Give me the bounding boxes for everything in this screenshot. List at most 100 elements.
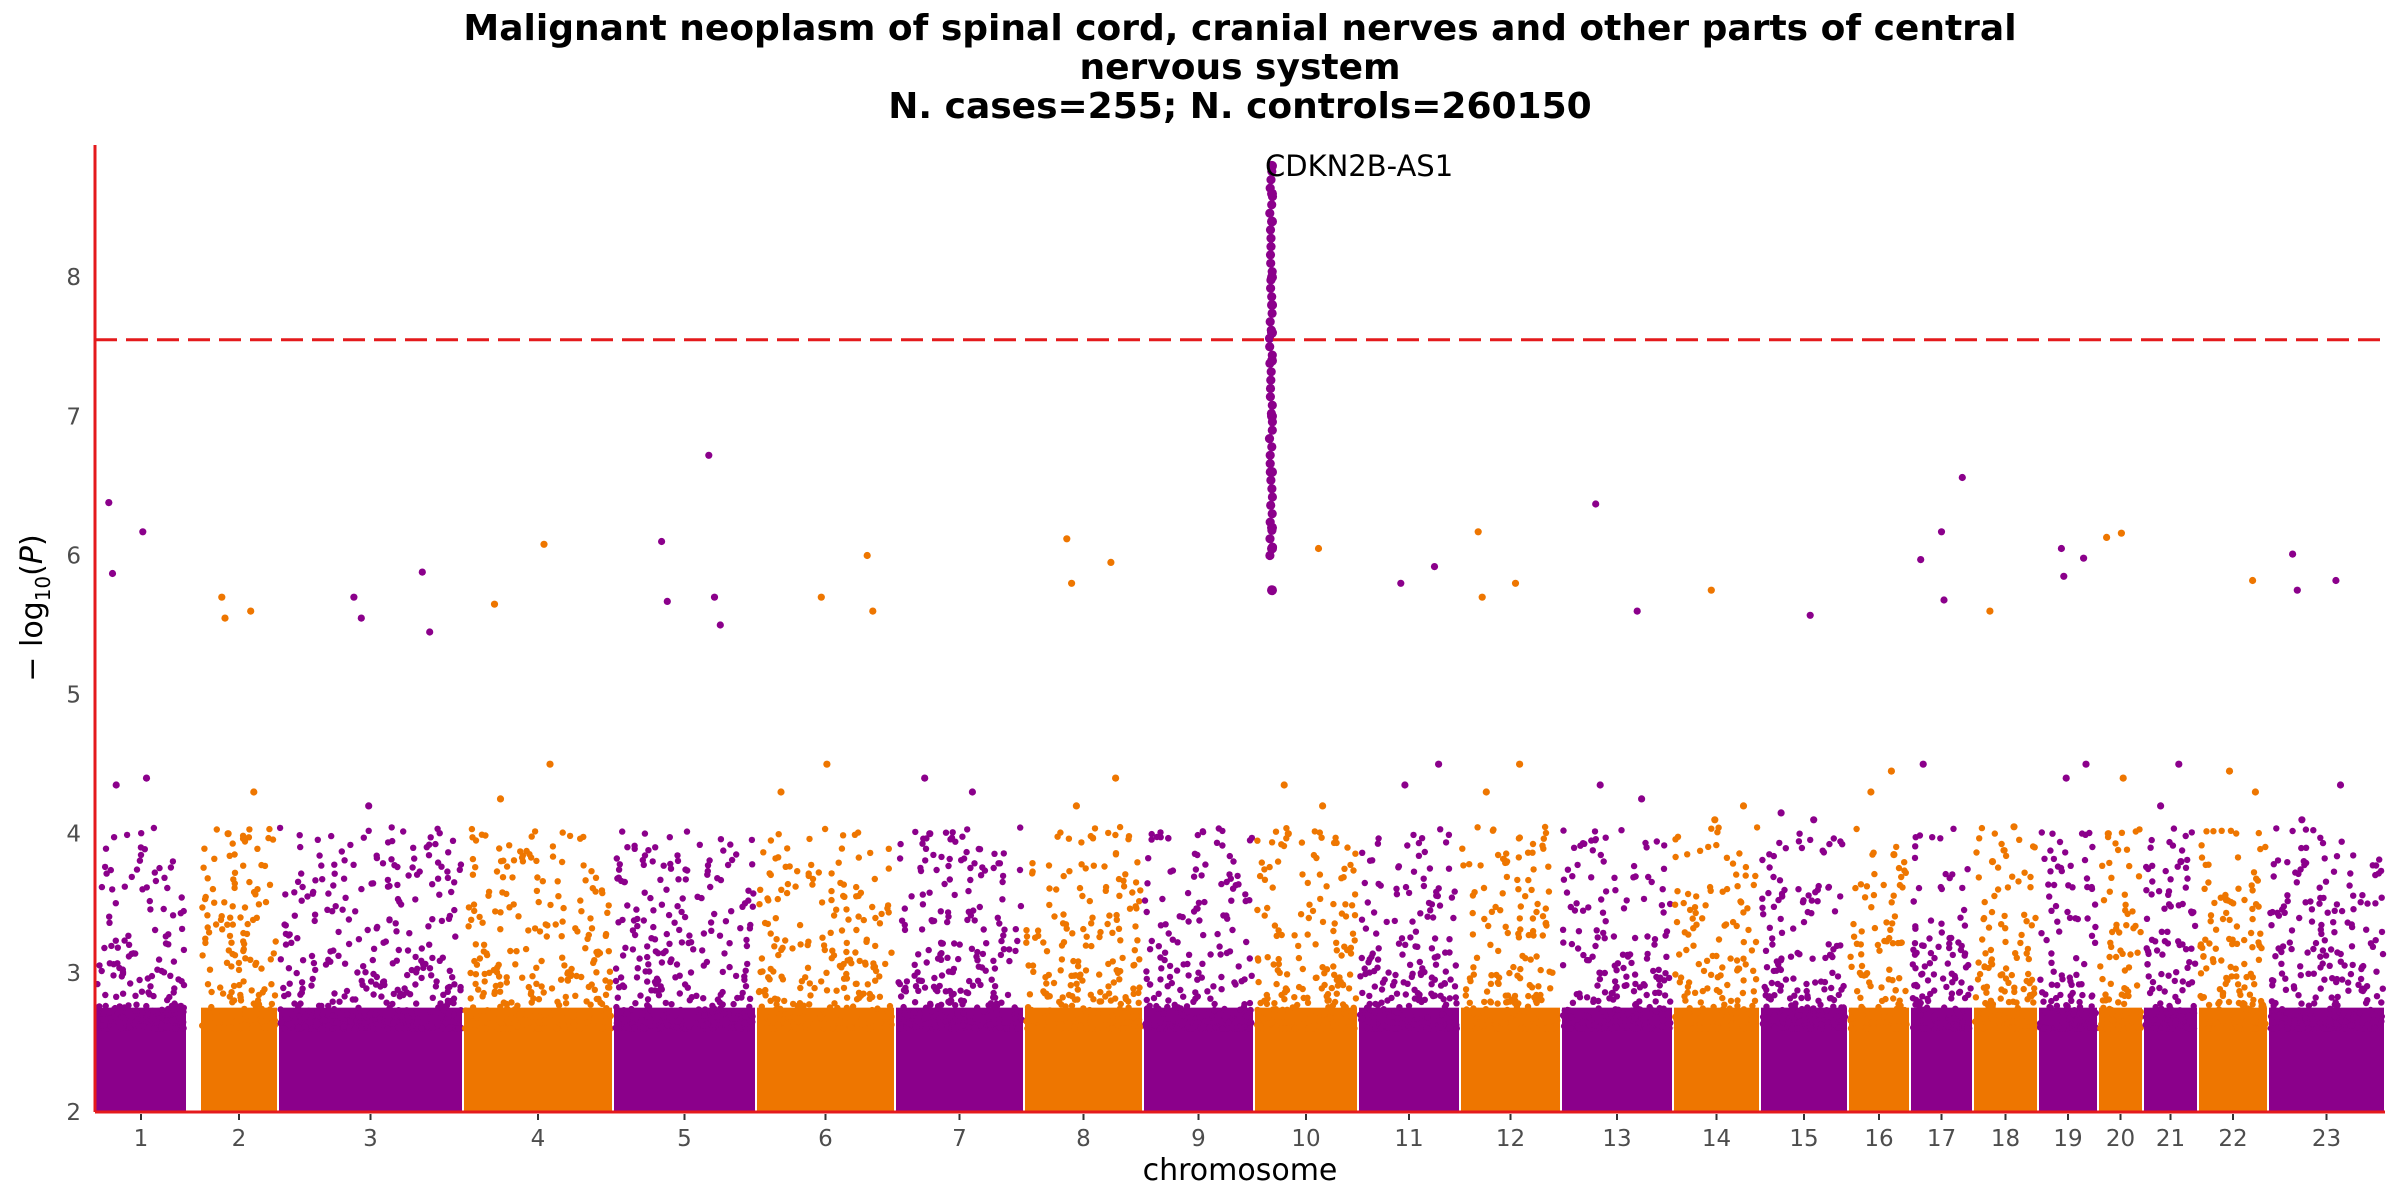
chr21-point	[2145, 973, 2152, 980]
chr16-point	[1899, 884, 1906, 891]
chr5-point	[657, 983, 664, 990]
chr15-point	[1766, 924, 1774, 931]
chr3-point	[370, 970, 377, 978]
chr12-point	[1470, 1005, 1477, 1012]
chr10-point	[1272, 828, 1280, 835]
chr5-point	[616, 861, 623, 868]
chr19-point	[2081, 856, 2089, 864]
chr3-point	[335, 928, 342, 936]
chr11-point	[1451, 983, 1459, 990]
chr8-point	[1046, 901, 1053, 909]
chr13-point	[1623, 973, 1630, 980]
chr12-point	[1525, 931, 1533, 939]
chr7-point	[965, 887, 972, 895]
chr17-point	[1926, 935, 1933, 942]
chr9-point	[1214, 930, 1221, 938]
chr5-point	[679, 895, 686, 902]
chr3-point	[405, 872, 412, 879]
chr6-point	[854, 1019, 861, 1026]
chr21-point	[2182, 884, 2189, 891]
chr20-point	[2106, 859, 2113, 867]
chr17-point	[1927, 917, 1935, 924]
chr7-point	[921, 1007, 929, 1015]
chr22-point	[2249, 887, 2256, 894]
chr15-point	[1814, 886, 1822, 894]
chr9-point	[1148, 836, 1155, 843]
chr3-point	[318, 1002, 325, 1010]
chr4-point	[514, 1002, 521, 1009]
chr2-point	[204, 981, 212, 988]
chr3-point	[364, 926, 371, 934]
chr22-point	[2254, 877, 2261, 884]
chr18-point	[1980, 915, 1987, 923]
chr2-point	[204, 875, 211, 882]
chr9-point	[1184, 889, 1192, 897]
chr8-point	[1029, 868, 1036, 875]
chr12-point	[1481, 998, 1488, 1006]
chr20-point	[2100, 1004, 2107, 1011]
chr6-point	[838, 927, 846, 934]
chr23-point	[2350, 852, 2357, 859]
chr2-point	[249, 916, 257, 924]
chr4-point	[490, 1016, 497, 1023]
chr4-point	[507, 947, 514, 955]
chr9-point	[1211, 1000, 1218, 1008]
chr6-point	[786, 863, 793, 870]
chr4-point	[555, 893, 562, 900]
chr20-point	[2109, 1017, 2117, 1024]
chr9-point	[1227, 875, 1235, 882]
chr9-point	[1157, 1019, 1164, 1026]
chr3-point	[384, 876, 392, 884]
chr22-point	[2211, 1017, 2218, 1025]
chr8-point	[1077, 1025, 1085, 1032]
chr8-point	[1097, 928, 1104, 936]
chr9-point	[1219, 827, 1226, 835]
chr5-point	[701, 1012, 708, 1019]
chr12-point	[1488, 908, 1496, 915]
chr11-point	[1375, 835, 1382, 842]
chr6-point	[856, 957, 863, 965]
chr12-point	[1499, 890, 1506, 897]
chr3-point	[449, 1018, 456, 1025]
chr4-point	[583, 1025, 590, 1032]
chr7-point	[1017, 902, 1025, 910]
chr3-point	[369, 880, 377, 887]
chr16-point	[1860, 972, 1868, 979]
chr15-point	[1759, 904, 1766, 911]
chr6-point	[789, 1007, 796, 1015]
chr15-point	[1794, 949, 1801, 957]
chr10-point	[1336, 1014, 1343, 1021]
chr18-point	[2002, 938, 2009, 946]
chr7-point	[964, 916, 971, 924]
chr13-point	[1661, 977, 1668, 984]
chr12-point	[1494, 1000, 1501, 1007]
chr4-point	[592, 874, 600, 881]
chr5-point	[612, 977, 620, 985]
chr12-point	[1468, 1022, 1475, 1029]
chr1-point	[149, 1014, 157, 1022]
chr10-point	[1311, 828, 1319, 835]
chr23-point	[2355, 981, 2362, 988]
chr5-point	[708, 927, 715, 934]
chr9-point	[1158, 965, 1165, 972]
chr18-point	[2010, 1025, 2017, 1032]
chr3-point	[311, 911, 319, 918]
chr13-point	[1564, 1006, 1571, 1014]
chr1-point	[158, 1006, 166, 1013]
chr6-point	[885, 845, 892, 852]
chr13-point	[1612, 887, 1619, 894]
chr4-point	[543, 933, 550, 940]
chr13-point	[1579, 907, 1587, 914]
chr6-point	[840, 984, 848, 992]
chr19-point	[2092, 1009, 2099, 1017]
chr4-point	[538, 983, 545, 990]
chr5-point	[682, 876, 689, 883]
chr13-point	[1636, 1006, 1644, 1013]
chr8-point	[1131, 947, 1139, 954]
chr15-point	[1771, 1024, 1778, 1031]
chr18-point	[2027, 884, 2034, 891]
chr12-point	[1543, 1025, 1550, 1032]
chr7-point	[1000, 946, 1008, 953]
chr3-point	[432, 983, 440, 990]
chr8-point	[1116, 1005, 1124, 1013]
